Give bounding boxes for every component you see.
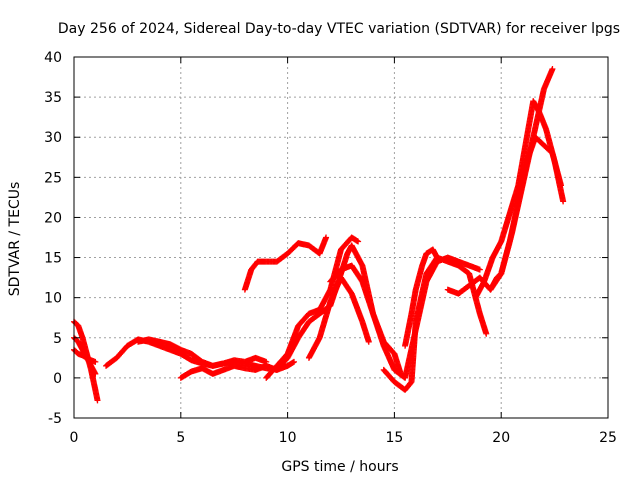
- chart-title: Day 256 of 2024, Sidereal Day-to-day VTE…: [58, 21, 620, 37]
- y-tick-label: 10: [44, 291, 62, 307]
- x-tick-label: 0: [70, 430, 79, 446]
- data-point: [434, 254, 441, 261]
- x-tick-label: 10: [279, 430, 297, 446]
- ticks-layer: 0 5 10 15 20 25 -5 0 5 10 15 20 25 30 35 40: [44, 50, 617, 446]
- data-point: [560, 198, 567, 205]
- plot-frame: [73, 56, 609, 419]
- data-point: [549, 66, 556, 73]
- x-tick-label: 15: [385, 430, 403, 446]
- x-axis-label: GPS time / hours: [281, 459, 398, 475]
- series-arc-16: [487, 134, 565, 293]
- y-tick-label: 25: [44, 170, 62, 186]
- data-point: [476, 266, 483, 273]
- data-points-layer: [71, 66, 567, 404]
- data-point: [92, 358, 99, 365]
- data-point: [355, 238, 362, 245]
- data-point: [558, 182, 565, 189]
- y-tick-label: -5: [48, 411, 62, 427]
- series-arc-11: [327, 254, 483, 381]
- y-tick-label: 30: [44, 130, 62, 146]
- y-tick-label: 20: [44, 210, 62, 226]
- series-arc-13: [402, 246, 441, 349]
- x-tick-label: 20: [492, 430, 510, 446]
- y-axis-label: SDTVAR / TECUs: [7, 182, 23, 297]
- data-point: [92, 370, 99, 377]
- y-tick-label: 35: [44, 90, 62, 106]
- y-tick-label: 0: [53, 371, 62, 387]
- data-point: [291, 358, 298, 365]
- data-point: [365, 338, 372, 345]
- series-arc-5: [135, 336, 270, 369]
- data-point: [483, 330, 490, 337]
- data-point: [323, 234, 330, 241]
- series-arc-7: [241, 234, 330, 293]
- series-arc-10: [305, 274, 372, 361]
- y-tick-label: 15: [44, 251, 62, 267]
- data-point: [94, 397, 101, 404]
- y-tick-label: 40: [44, 50, 62, 66]
- series-arc-3: [71, 334, 99, 377]
- grid-layer: [74, 57, 608, 418]
- x-tick-label: 5: [176, 430, 185, 446]
- y-tick-label: 5: [53, 331, 62, 347]
- x-tick-label: 25: [599, 430, 617, 446]
